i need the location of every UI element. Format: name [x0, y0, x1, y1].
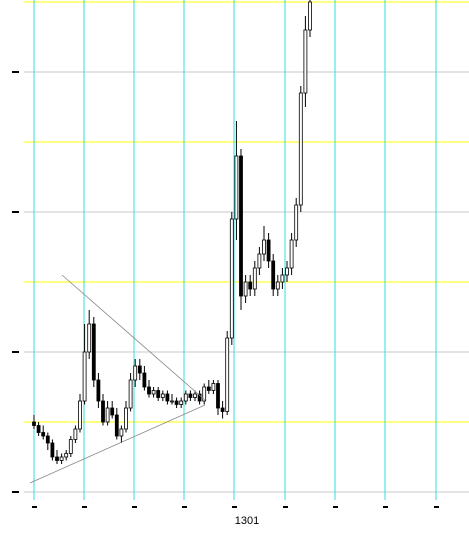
candle-body — [262, 239, 266, 255]
candle-body — [183, 393, 188, 402]
candle-body — [280, 274, 285, 283]
candle-body — [50, 442, 55, 458]
candle-body — [229, 218, 234, 339]
candle-body — [68, 439, 73, 454]
candle-body — [179, 400, 184, 405]
candle-body — [55, 456, 59, 461]
x-axis-label: 1301 — [235, 515, 259, 527]
vertical-grid — [33, 0, 437, 500]
candle-body — [96, 379, 101, 402]
candle-body — [160, 393, 165, 398]
candle-body — [275, 281, 280, 290]
candle-body — [211, 383, 216, 391]
candle-body — [137, 365, 142, 374]
candle-body — [147, 386, 151, 395]
candle-body — [303, 29, 308, 94]
candle-body — [225, 337, 230, 412]
candle-body — [248, 281, 253, 290]
candle-body — [36, 425, 41, 433]
candle-body — [197, 393, 202, 402]
candle-body — [188, 393, 193, 398]
candle-body — [289, 239, 294, 269]
candle-body — [32, 421, 36, 426]
candle-body — [243, 281, 248, 297]
candle-body — [285, 267, 289, 276]
candle-body — [82, 351, 87, 402]
candle-body — [91, 323, 96, 381]
candle-body — [234, 155, 239, 220]
candle-body — [298, 92, 303, 206]
candle-body — [174, 400, 179, 405]
candle-body — [216, 383, 220, 409]
trend-line — [29, 404, 206, 484]
candle-body — [119, 428, 124, 437]
candle-body — [193, 393, 197, 398]
candle-body — [73, 428, 78, 440]
candle-body — [124, 407, 128, 430]
candle-body — [59, 456, 64, 461]
candle-body — [87, 323, 92, 353]
candle-body — [294, 204, 299, 241]
candle-body — [165, 393, 170, 402]
candle-body — [239, 155, 243, 297]
candle-body — [114, 414, 119, 437]
candle-body — [78, 400, 82, 430]
candle-body — [128, 379, 133, 409]
candle-body — [156, 390, 161, 398]
candle-body — [64, 453, 69, 458]
candle-body — [252, 267, 257, 290]
candle-body — [266, 239, 271, 262]
candle-body — [151, 390, 156, 395]
candle-body — [271, 260, 276, 290]
plot — [32, 0, 312, 464]
candle-body — [202, 386, 207, 402]
candle-body — [105, 407, 110, 423]
candle-body — [41, 432, 46, 437]
candle-body — [133, 365, 138, 381]
trend-line — [61, 274, 206, 401]
candle-body — [45, 435, 50, 444]
candle-body — [257, 253, 262, 269]
candle-body — [142, 372, 147, 388]
candle-body — [206, 386, 211, 391]
candle-body — [101, 400, 105, 423]
candle-body — [110, 407, 115, 416]
candle-body — [170, 400, 174, 403]
candle-body — [308, 1, 312, 31]
candle-body — [220, 407, 225, 412]
